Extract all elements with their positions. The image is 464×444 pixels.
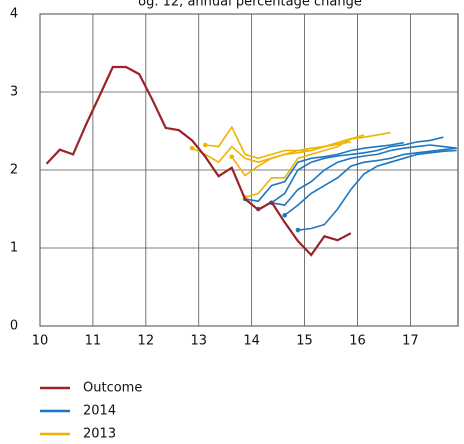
x-tick-label: 11 — [85, 334, 102, 349]
y-tick-label: 0 — [10, 319, 18, 334]
forecast-start — [189, 145, 195, 151]
forecast-line — [231, 136, 365, 177]
legend-label: 2013 — [83, 427, 116, 442]
forecast-start — [203, 142, 208, 148]
chart-title: og. 12, annual percentage change — [138, 0, 362, 10]
forecast-line — [244, 131, 391, 199]
y-tick-label: 4 — [10, 7, 18, 22]
forecast-line — [45, 65, 352, 257]
y-tick-label: 1 — [10, 241, 18, 256]
forecast-line — [271, 144, 457, 206]
x-tick-label: 10 — [32, 334, 49, 349]
x-tick-label: 15 — [296, 334, 313, 349]
legend-label: Outcome — [83, 381, 142, 396]
x-tick-label: 13 — [190, 334, 207, 349]
forecast-line — [297, 149, 457, 231]
legend-label: 2014 — [83, 404, 116, 419]
forecast-line — [284, 147, 457, 216]
x-tick-label: 14 — [243, 334, 260, 349]
y-tick-label: 3 — [10, 85, 18, 100]
forecast-line — [257, 136, 444, 210]
forecast-start — [295, 227, 301, 233]
y-tick-label: 2 — [10, 163, 18, 178]
x-tick-label: 17 — [402, 334, 419, 349]
x-tick-label: 16 — [349, 334, 366, 349]
x-tick-label: 12 — [138, 334, 155, 349]
forecast-line — [244, 141, 404, 203]
forecast-start — [282, 212, 288, 218]
forecast-start — [229, 154, 235, 160]
